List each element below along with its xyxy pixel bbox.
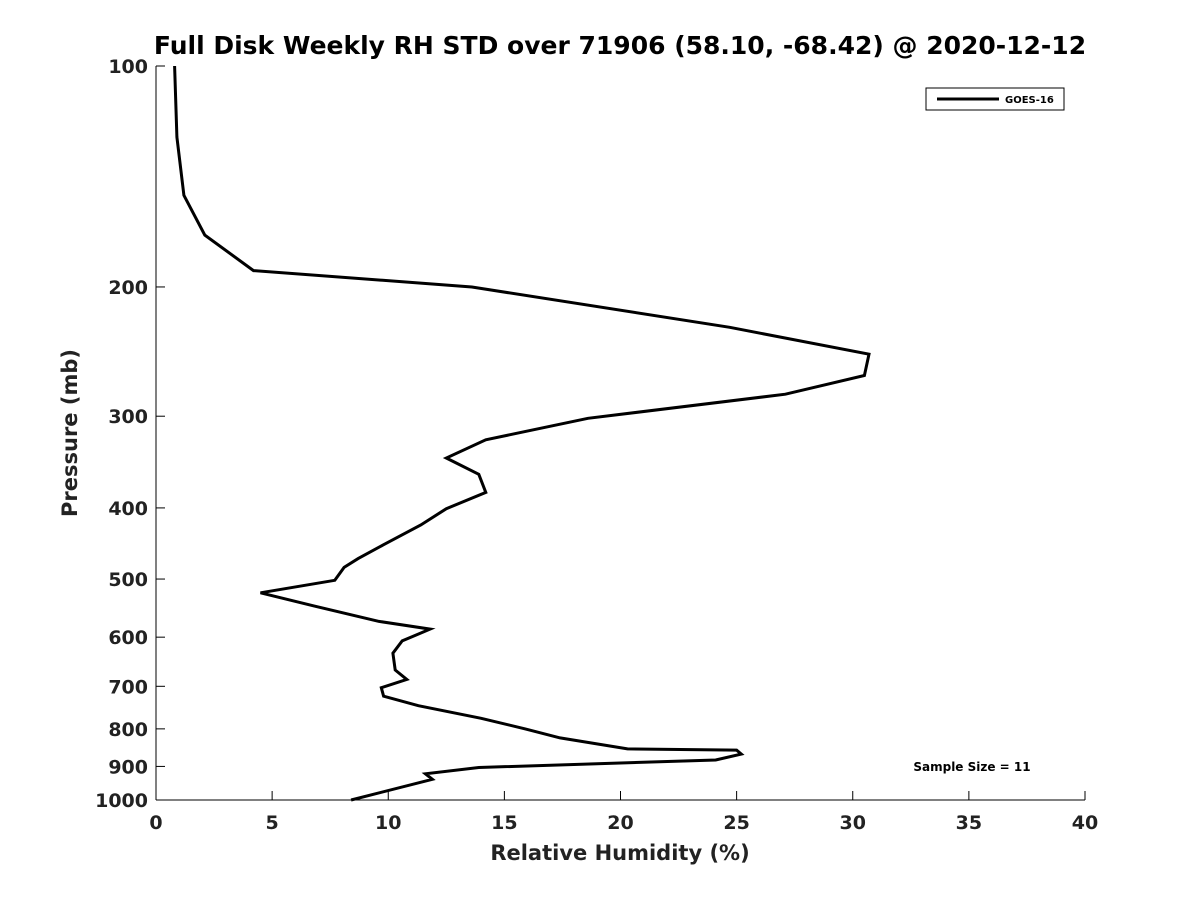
x-axis-label: Relative Humidity (%): [490, 841, 749, 865]
x-tick-label: 15: [491, 812, 517, 834]
x-tick-label: 30: [840, 812, 866, 834]
chart-title: Full Disk Weekly RH STD over 71906 (58.1…: [154, 31, 1086, 60]
x-tick-label: 20: [607, 812, 633, 834]
sample-size-note: Sample Size = 11: [913, 760, 1030, 774]
series-line-goes-16: [173, 65, 871, 802]
legend: GOES-16: [925, 87, 1065, 111]
y-axis-label: Pressure (mb): [58, 349, 82, 517]
y-tick-label: 500: [108, 569, 148, 591]
x-tick-label: 40: [1072, 812, 1098, 834]
x-tick-label: 5: [266, 812, 279, 834]
y-tick-label: 200: [108, 277, 148, 299]
series-group: [173, 65, 871, 802]
y-tick-label: 900: [108, 756, 148, 778]
x-tick-label: 0: [149, 812, 162, 834]
legend-label-goes-16: GOES-16: [1005, 95, 1054, 106]
x-tick-label: 25: [723, 812, 749, 834]
y-tick-label: 100: [108, 56, 148, 78]
y-tick-label: 800: [108, 719, 148, 741]
y-tick-label: 600: [108, 627, 148, 649]
y-tick-label: 300: [108, 406, 148, 428]
plot-axes: 0 5 10 15 20 25 30 35 40 100 200 300 400 500 600 700 800…: [95, 56, 1098, 834]
x-tick-label: 10: [375, 812, 401, 834]
y-tick-label: 400: [108, 498, 148, 520]
y-tick-label: 1000: [95, 790, 148, 812]
x-tick-label: 35: [956, 812, 982, 834]
y-tick-label: 700: [108, 676, 148, 698]
